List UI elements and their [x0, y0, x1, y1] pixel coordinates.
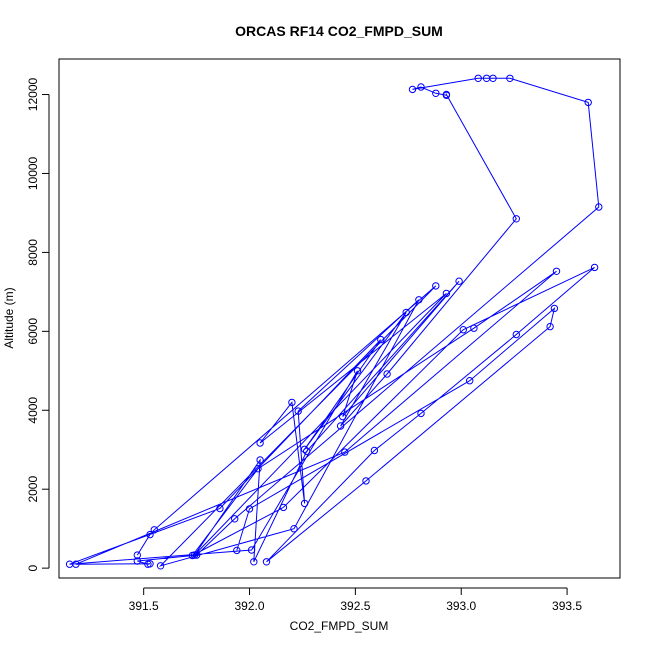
y-tick-label: 10000	[26, 156, 40, 190]
y-tick-label: 0	[26, 564, 40, 571]
data-point	[370, 446, 379, 455]
data-point	[383, 370, 391, 378]
data-point	[245, 505, 254, 513]
data-point	[231, 515, 239, 523]
data-point	[489, 74, 497, 83]
data-point	[415, 296, 423, 304]
data-point	[294, 407, 302, 415]
data-point	[466, 377, 474, 385]
data-point	[470, 324, 478, 332]
data-point	[290, 525, 298, 533]
data-point	[512, 215, 520, 223]
data-point	[432, 282, 440, 290]
x-tick-label: 392.5	[340, 599, 370, 613]
data-point	[341, 448, 349, 456]
data-point	[552, 267, 561, 275]
data-point	[353, 367, 362, 375]
y-tick-label: 2000	[26, 476, 40, 503]
data-point	[455, 277, 463, 285]
data-point	[72, 560, 80, 568]
y-axis: 0 2000 4000 6000 8000 10000 12000	[26, 78, 50, 571]
y-tick-label: 4000	[26, 397, 40, 424]
data-point	[146, 560, 154, 568]
data-point	[216, 504, 224, 513]
y-axis-label: Altitude (m)	[2, 287, 16, 348]
data-point	[303, 447, 311, 455]
data-point	[595, 203, 603, 211]
data-point	[362, 477, 370, 485]
series-line	[69, 77, 600, 567]
chart-title: ORCAS RF14 CO2_FMPD_SUM	[235, 23, 443, 39]
data-point	[300, 499, 309, 508]
x-tick-label: 391.5	[129, 599, 159, 613]
data-point	[417, 409, 425, 418]
data-point	[442, 289, 451, 298]
data-point	[417, 83, 425, 91]
y-tick-label: 6000	[26, 318, 40, 345]
data-point	[288, 398, 296, 407]
data-point	[262, 558, 271, 566]
data-point	[156, 562, 165, 570]
data-point	[279, 503, 288, 512]
y-tick-label: 8000	[26, 239, 40, 266]
x-tick-label: 393.0	[446, 599, 476, 613]
data-point	[256, 439, 264, 447]
data-point	[133, 557, 142, 565]
data-point	[506, 74, 514, 83]
data-point	[339, 412, 347, 421]
data-point	[550, 304, 559, 313]
plot-frame	[58, 58, 621, 579]
data-point	[512, 330, 520, 339]
data-point	[377, 335, 385, 344]
x-tick-label: 392.0	[235, 599, 265, 613]
data-point	[408, 85, 417, 94]
data-point	[192, 551, 201, 559]
data-point	[254, 465, 262, 473]
data-point	[300, 445, 309, 453]
data-point	[336, 422, 345, 430]
series-layer	[65, 74, 603, 570]
data-point	[256, 456, 264, 464]
data-point	[546, 322, 554, 331]
data-point	[402, 308, 410, 317]
x-axis: 391.5 392.0 392.5 393.0 393.5	[129, 587, 582, 613]
x-tick-label: 393.5	[552, 599, 582, 613]
data-point	[250, 558, 258, 566]
data-point	[584, 98, 592, 107]
data-point	[442, 91, 451, 100]
data-point	[247, 546, 256, 554]
data-point	[590, 263, 599, 272]
data-point	[188, 551, 197, 560]
data-point	[474, 74, 482, 83]
x-axis-label: CO2_FMPD_SUM	[290, 619, 389, 633]
data-point	[146, 530, 154, 539]
data-point	[233, 546, 241, 555]
y-tick-label: 12000	[26, 78, 40, 112]
data-point	[459, 326, 467, 334]
data-point	[432, 89, 440, 98]
data-point	[150, 526, 159, 534]
